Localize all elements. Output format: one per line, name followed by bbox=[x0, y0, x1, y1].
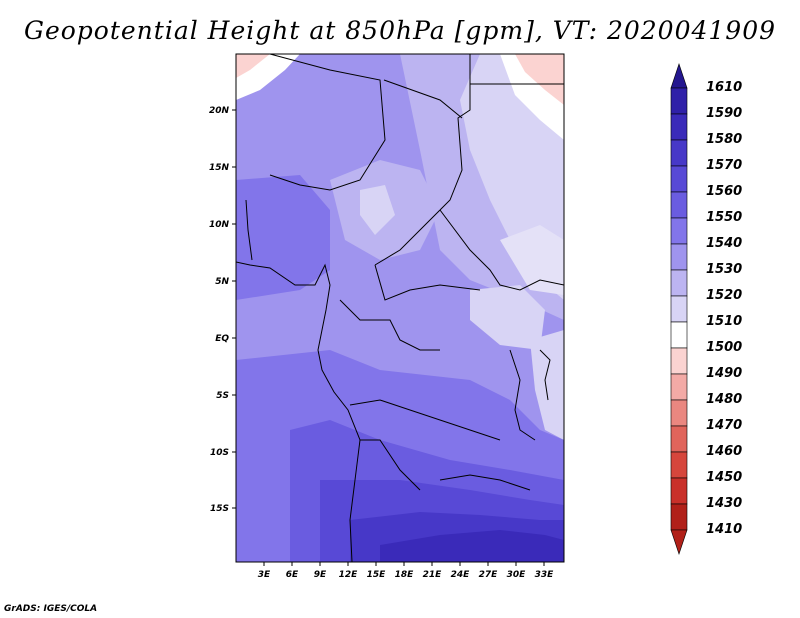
lon-label: 33E bbox=[535, 570, 555, 580]
colorbar-label: 1520 bbox=[706, 288, 743, 303]
colorbar-swatch bbox=[670, 399, 688, 427]
lon-label: 30E bbox=[507, 570, 527, 580]
lat-label: 5N bbox=[215, 277, 229, 287]
colorbar-swatch bbox=[670, 373, 688, 401]
colorbar-swatch bbox=[670, 217, 688, 245]
colorbar-swatch bbox=[670, 191, 688, 219]
lat-label: 15S bbox=[210, 504, 229, 514]
colorbar-label: 1550 bbox=[706, 210, 743, 225]
colorbar-swatch bbox=[670, 321, 688, 349]
colorbar-arrow-bottom bbox=[670, 529, 688, 555]
colorbar-label: 1530 bbox=[706, 262, 743, 277]
lat-label: 10S bbox=[210, 448, 229, 458]
colorbar-swatch bbox=[670, 295, 688, 323]
colorbar-label: 1500 bbox=[706, 340, 743, 355]
lat-label: 10N bbox=[209, 220, 230, 230]
colorbar-swatch bbox=[670, 347, 688, 375]
colorbar-label: 1560 bbox=[706, 184, 743, 199]
colorbar-swatch bbox=[670, 425, 688, 453]
colorbar-label: 1590 bbox=[706, 106, 743, 121]
lat-label: EQ bbox=[215, 334, 229, 344]
colorbar-swatch bbox=[670, 503, 688, 531]
colorbar-label: 1570 bbox=[706, 158, 743, 173]
colorbar-label: 1450 bbox=[706, 470, 743, 485]
colorbar-arrow-top bbox=[670, 63, 688, 89]
lon-label: 27E bbox=[479, 570, 499, 580]
colorbar-label: 1490 bbox=[706, 366, 743, 381]
lon-label: 3E bbox=[258, 570, 271, 580]
lon-label: 24E bbox=[451, 570, 471, 580]
height-field bbox=[236, 54, 564, 562]
colorbar-swatch bbox=[670, 165, 688, 193]
colorbar-label: 1610 bbox=[706, 80, 743, 95]
colorbar-swatch bbox=[670, 243, 688, 271]
lon-label: 12E bbox=[339, 570, 359, 580]
colorbar-label: 1540 bbox=[706, 236, 743, 251]
colorbar-swatch bbox=[670, 269, 688, 297]
grads-credit: GrADS: IGES/COLA bbox=[4, 604, 98, 614]
colorbar-swatch bbox=[670, 87, 688, 115]
colorbar-swatch bbox=[670, 139, 688, 167]
map-frame bbox=[235, 53, 565, 563]
lat-label: 20N bbox=[209, 106, 230, 116]
lat-label: 5S bbox=[216, 391, 229, 401]
colorbar-swatch bbox=[670, 477, 688, 505]
colorbar-swatch bbox=[670, 451, 688, 479]
lon-label: 21E bbox=[423, 570, 443, 580]
colorbar-label: 1410 bbox=[706, 522, 743, 537]
lon-label: 9E bbox=[314, 570, 327, 580]
axis-ticks bbox=[232, 109, 545, 566]
colorbar-label: 1480 bbox=[706, 392, 743, 407]
map-title: Geopotential Height at 850hPa [gpm], VT:… bbox=[23, 16, 777, 45]
lat-label: 15N bbox=[209, 163, 230, 173]
colorbar-label: 1510 bbox=[706, 314, 743, 329]
lon-label: 6E bbox=[286, 570, 299, 580]
colorbar-label: 1470 bbox=[706, 418, 743, 433]
colorbar bbox=[670, 63, 688, 555]
colorbar-label: 1460 bbox=[706, 444, 743, 459]
colorbar-swatch bbox=[670, 113, 688, 141]
colorbar-label: 1580 bbox=[706, 132, 743, 147]
colorbar-label: 1430 bbox=[706, 496, 743, 511]
lon-label: 18E bbox=[395, 570, 415, 580]
lon-label: 15E bbox=[367, 570, 387, 580]
country-borders bbox=[236, 54, 564, 562]
